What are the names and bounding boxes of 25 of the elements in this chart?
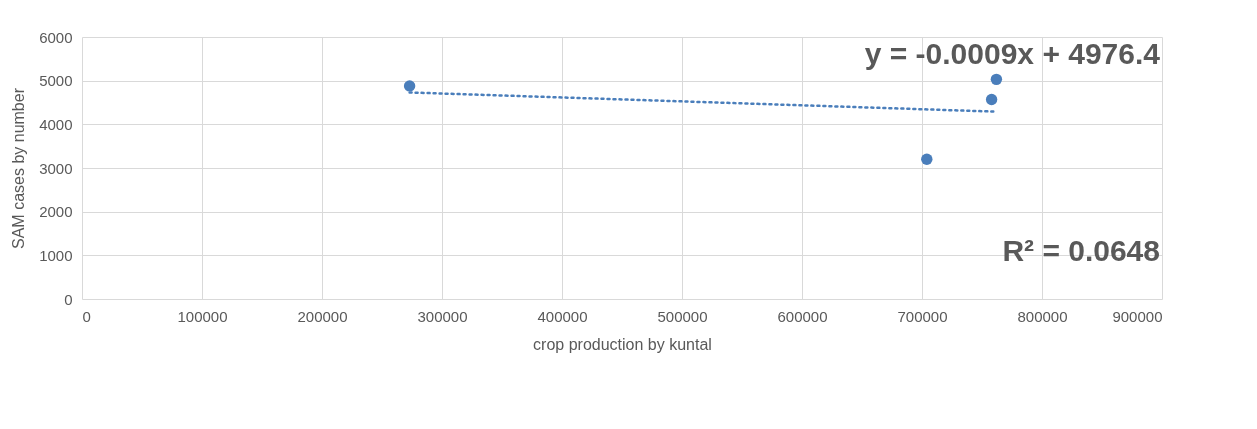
x-tick-label: 200000	[297, 307, 348, 325]
y-tick-label: 6000	[39, 28, 73, 46]
y-axis-title: SAM cases by number	[10, 87, 28, 249]
point	[985, 93, 998, 106]
x-tick-label: 700000	[897, 307, 948, 325]
point	[990, 73, 1003, 86]
annotation: R² = 0.0648	[1002, 234, 1160, 267]
y-tick-label: 1000	[39, 246, 73, 264]
x-tick-label: 600000	[777, 307, 828, 325]
y-tick-label: 4000	[39, 115, 73, 133]
x-tick-label: 800000	[1017, 307, 1068, 325]
y-tick-label: 5000	[39, 72, 73, 90]
x-tick-label: 500000	[657, 307, 708, 325]
annotation: y = -0.0009x + 4976.4	[864, 37, 1161, 70]
x-tick-label: 0	[82, 307, 91, 325]
y-tick-label: 3000	[39, 159, 73, 177]
x-axis-title: crop production by kuntal	[533, 335, 712, 353]
y-tick-label: 0	[64, 290, 73, 308]
x-tick-label: 900000	[1112, 307, 1163, 325]
y-tick-label: 2000	[39, 203, 73, 221]
x-tick-label: 400000	[537, 307, 588, 325]
x-tick-label: 300000	[417, 307, 468, 325]
x-tick-label: 100000	[177, 307, 228, 325]
point	[921, 153, 933, 165]
point	[403, 80, 416, 92]
